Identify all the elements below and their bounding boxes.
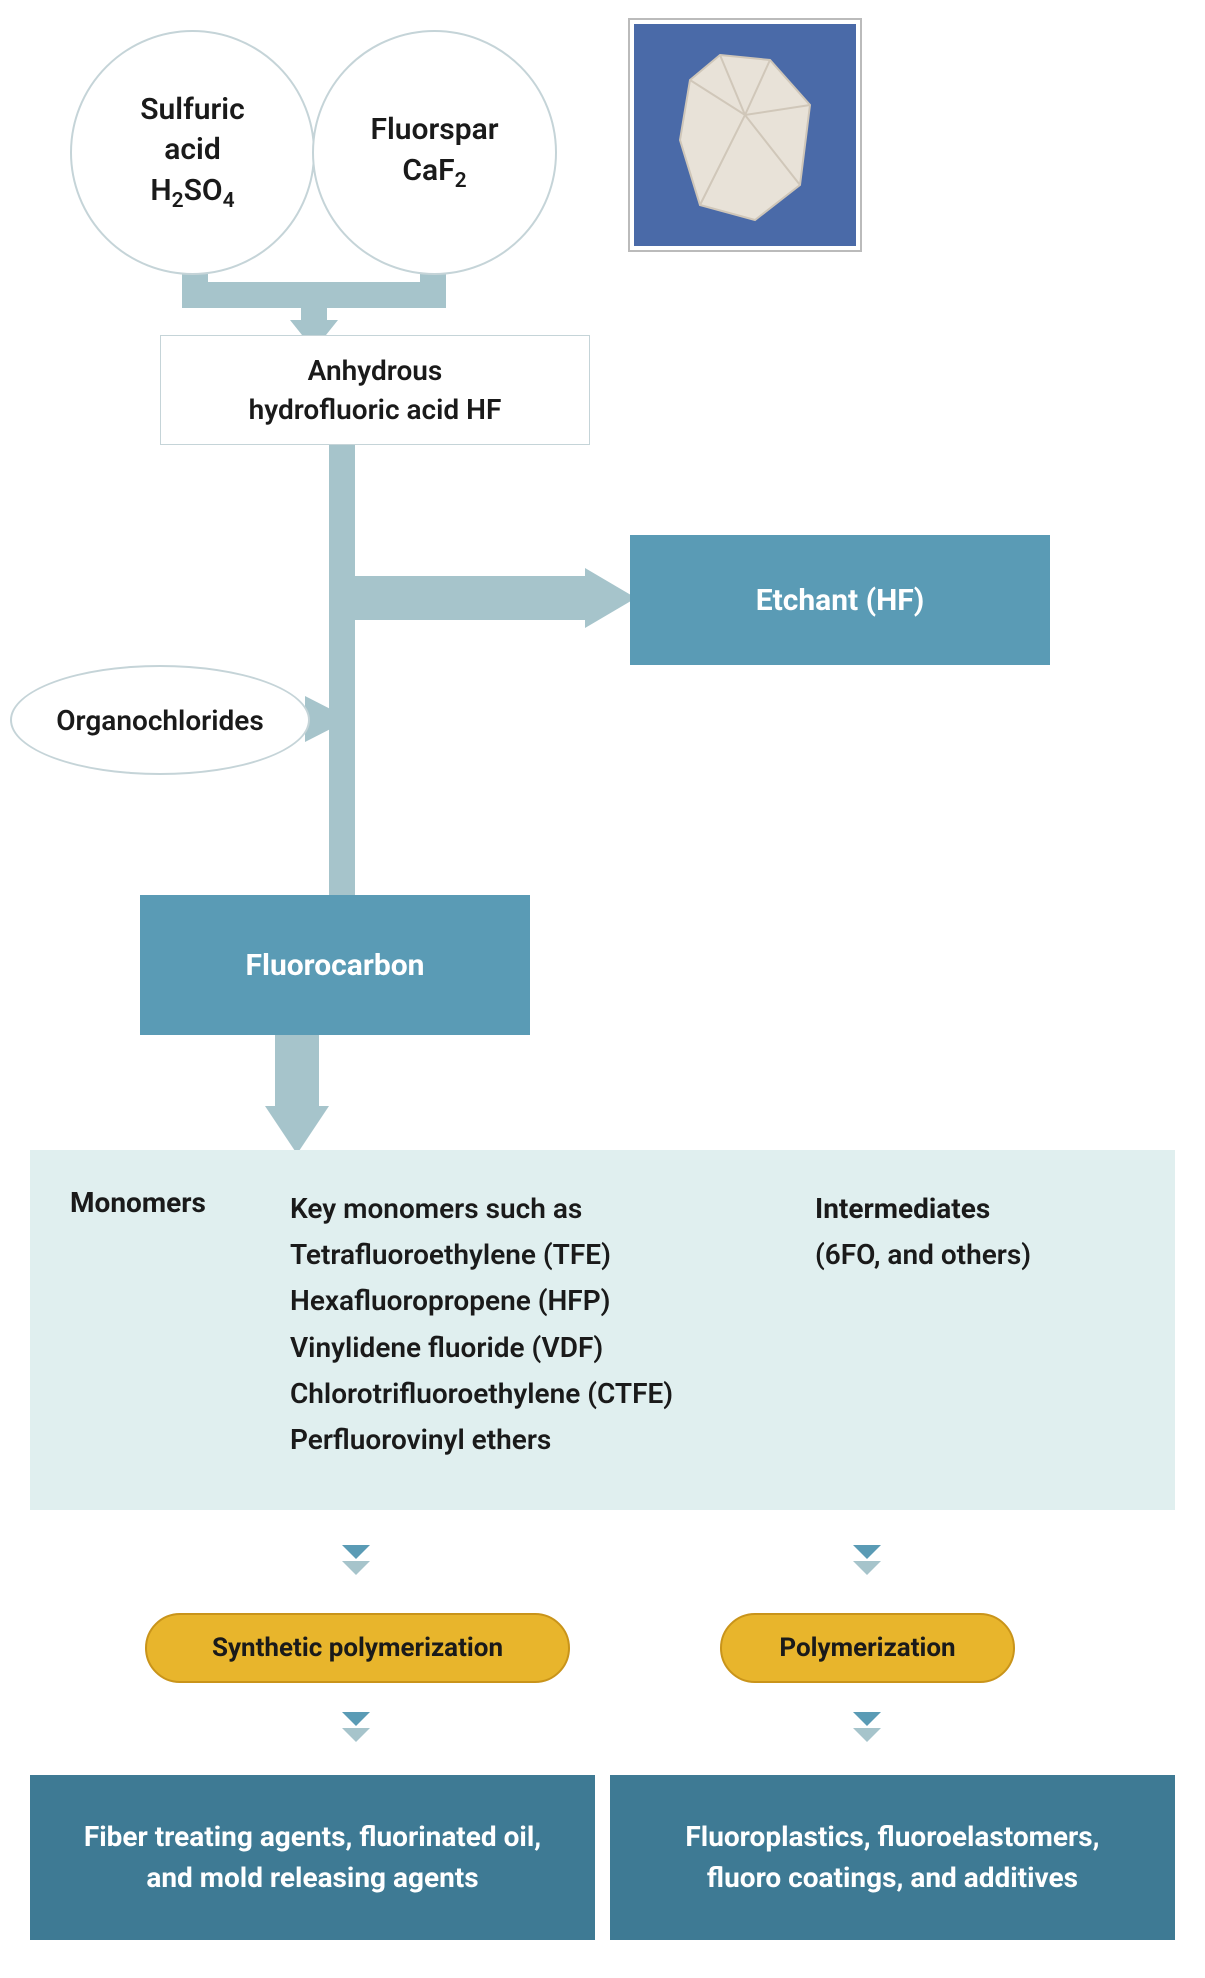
sulfuric-formula: H2SO4	[150, 173, 234, 208]
monomers-col2-heading: Key monomers such as	[290, 1186, 795, 1232]
out-left-line1: Fiber treating agents, fluorinated oil,	[84, 1820, 541, 1853]
fluorspar-line1: Fluorspar	[370, 112, 498, 147]
sulfuric-line1: Sulfuric	[140, 92, 245, 127]
node-output-left: Fiber treating agents, fluorinated oil, …	[30, 1775, 595, 1940]
organochlorides-label: Organochlorides	[56, 704, 264, 737]
monomers-col2-line-3: Chlorotrifluoroethylene (CTFE)	[290, 1371, 795, 1417]
anhydrous-line1: Anhydrous	[308, 354, 443, 387]
chevron-right-top	[847, 1540, 887, 1580]
monomers-col2-line-2: Vinylidene fluoride (VDF)	[290, 1325, 795, 1371]
pill-synthetic-polymerization: Synthetic polymerization	[145, 1613, 570, 1683]
mineral-icon	[660, 45, 830, 225]
node-anhydrous-hf: Anhydrous hydrofluoric acid HF	[160, 335, 590, 445]
monomers-col1-label: Monomers	[70, 1186, 270, 1463]
anhydrous-line2: hydrofluoric acid HF	[249, 393, 502, 426]
poly-label: Polymerization	[779, 1633, 955, 1663]
chevron-left-top	[336, 1540, 376, 1580]
out-left-line2: and mold releasing agents	[146, 1861, 478, 1894]
monomers-col3-line2: (6FO, and others)	[815, 1232, 1135, 1278]
monomers-col2: Key monomers such as Tetrafluoroethylene…	[290, 1186, 795, 1463]
out-right-line1: Fluoroplastics, fluoroelastomers,	[685, 1820, 1099, 1853]
fluorspar-formula: CaF2	[402, 153, 466, 188]
node-output-right: Fluoroplastics, fluoroelastomers, fluoro…	[610, 1775, 1175, 1940]
sulfuric-line2: acid	[164, 132, 220, 167]
node-fluorspar: Fluorspar CaF2	[312, 30, 557, 275]
node-organochlorides: Organochlorides	[10, 665, 310, 775]
etchant-label: Etchant (HF)	[756, 583, 925, 618]
monomers-col3: Intermediates (6FO, and others)	[815, 1186, 1135, 1463]
mineral-image	[630, 20, 860, 250]
synth-poly-label: Synthetic polymerization	[212, 1633, 503, 1663]
node-sulfuric-acid: Sulfuric acid H2SO4	[70, 30, 315, 275]
node-etchant: Etchant (HF)	[630, 535, 1050, 665]
monomers-col3-line1: Intermediates	[815, 1186, 1135, 1232]
chevron-left-bot	[336, 1707, 376, 1747]
monomers-col2-line-0: Tetrafluoroethylene (TFE)	[290, 1232, 795, 1278]
monomers-col2-line-1: Hexafluoropropene (HFP)	[290, 1278, 795, 1324]
monomers-col2-line-4: Perfluorovinyl ethers	[290, 1417, 795, 1463]
chevron-right-bot	[847, 1707, 887, 1747]
node-fluorocarbon: Fluorocarbon	[140, 895, 530, 1035]
pill-polymerization: Polymerization	[720, 1613, 1015, 1683]
out-right-line2: fluoro coatings, and additives	[707, 1861, 1078, 1894]
node-monomers-box: Monomers Key monomers such as Tetrafluor…	[30, 1150, 1175, 1510]
fluorocarbon-label: Fluorocarbon	[246, 948, 425, 983]
